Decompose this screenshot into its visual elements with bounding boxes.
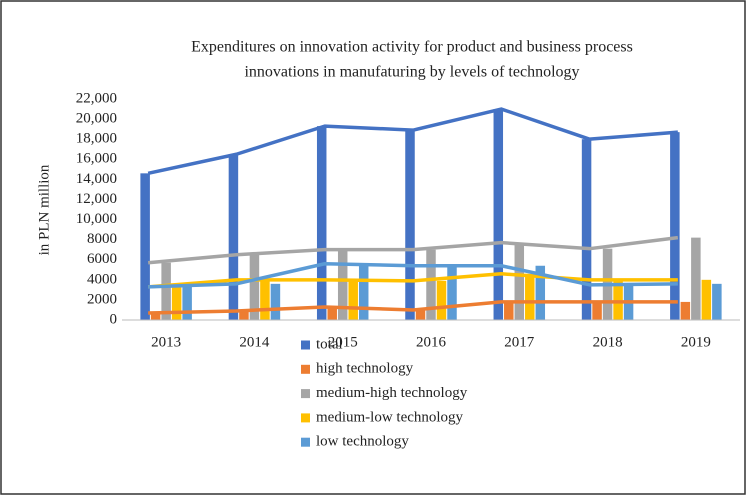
legend-swatch (301, 340, 310, 350)
bar (701, 279, 712, 320)
bar (337, 249, 348, 320)
bar (140, 173, 150, 320)
bar (239, 310, 249, 320)
bar (358, 263, 369, 320)
bar (327, 306, 337, 320)
line (148, 300, 678, 315)
legend-swatch (301, 364, 310, 374)
line (147, 235, 679, 265)
bar (712, 283, 722, 320)
chart-title: Expenditures on innovation activity for … (191, 39, 633, 56)
bar (348, 279, 358, 320)
x-tick-label: 2018 (593, 334, 623, 350)
bar (171, 286, 182, 320)
y-tick-label: 6000 (87, 251, 117, 267)
x-tick-label: 2014 (239, 334, 270, 350)
bar (592, 301, 602, 320)
bar (150, 312, 161, 320)
x-tick-label: 2019 (681, 334, 711, 350)
bar (249, 254, 260, 320)
y-tick-label: 18,000 (76, 131, 117, 147)
bar (581, 139, 592, 320)
bar (525, 273, 535, 320)
y-tick-label: 14,000 (76, 171, 117, 187)
y-tick-label: 10,000 (76, 211, 117, 227)
y-tick-label: 8000 (87, 231, 117, 247)
legend-label: medium-low technology (316, 409, 464, 425)
bar (691, 237, 701, 320)
line (148, 261, 678, 289)
y-tick-label: 2000 (87, 291, 117, 307)
y-tick-label: 4000 (87, 271, 117, 287)
bar (670, 132, 680, 320)
line (147, 107, 678, 176)
bar (504, 301, 514, 320)
legend-label: low technology (316, 434, 409, 450)
y-tick-label: 0 (110, 311, 118, 327)
chart-title: innovations in manufaturing by levels of… (244, 64, 579, 81)
x-tick-label: 2015 (328, 334, 358, 350)
line (148, 272, 678, 289)
bar (182, 286, 192, 320)
legend-label: medium-high technology (316, 385, 468, 401)
bar (493, 109, 504, 320)
bar (514, 242, 525, 320)
legend-swatch (301, 437, 310, 447)
y-axis-label: in PLN million (36, 164, 52, 255)
bar (535, 265, 546, 320)
y-tick-label: 22,000 (76, 90, 117, 106)
bar (228, 154, 239, 320)
bar (426, 249, 436, 320)
bar (316, 126, 327, 320)
bar (270, 283, 281, 320)
bar (436, 280, 447, 320)
x-tick-label: 2017 (504, 334, 535, 350)
y-tick-label: 20,000 (76, 111, 117, 127)
y-tick-label: 12,000 (76, 191, 117, 207)
bar (613, 279, 623, 320)
bar (415, 309, 426, 320)
bar (680, 301, 691, 320)
legend-label: total (316, 336, 343, 352)
x-tick-label: 2013 (151, 334, 181, 350)
bar (260, 279, 270, 320)
bar (447, 265, 457, 320)
legend-swatch (301, 389, 310, 399)
y-tick-label: 16,000 (76, 151, 117, 167)
legend-label: high technology (316, 361, 414, 377)
bar (161, 262, 171, 320)
legend-swatch (301, 413, 310, 423)
x-tick-label: 2016 (416, 334, 447, 350)
bar (405, 130, 415, 320)
